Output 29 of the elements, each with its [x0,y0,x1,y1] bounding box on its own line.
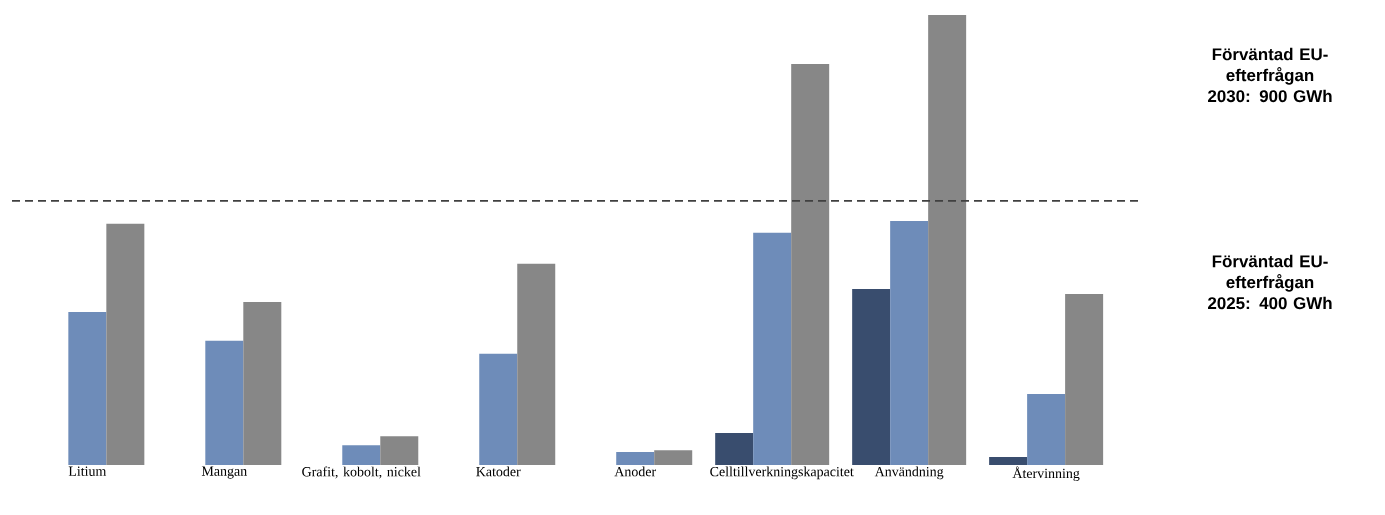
bar [479,353,518,465]
x-tick-label: Anoder [614,466,657,477]
bar [753,232,792,465]
bar [106,223,145,465]
bar [928,15,967,465]
bar [342,445,381,465]
text: Förväntad EU-efterfrågan 2030: 900 GWh [1208,47,1332,103]
x-tick-label: Katoder [476,466,521,477]
bar [517,263,556,465]
bar [1065,294,1104,465]
bar [380,436,419,465]
bar [243,302,282,465]
bar [989,456,1028,465]
bar [616,451,655,465]
text: Förväntad EU-efterfrågan 2025: 400 GWh [1208,254,1332,310]
x-tick-label: Grafit, kobolt, nickel [302,466,421,479]
x-tick-label: Litium [68,466,107,476]
bar [68,312,107,465]
bar [715,433,754,465]
x-tick-label: Mangan [201,466,247,479]
bar [1027,393,1066,465]
x-tick-label: Celltillverkningskapacitet [710,466,854,480]
bar [205,340,244,465]
bar [791,64,830,465]
x-tick-label: Användning [874,466,944,480]
bar [654,450,693,465]
bar [890,221,929,465]
x-tick-label: Återvinning [1012,466,1080,481]
bar [852,289,891,465]
